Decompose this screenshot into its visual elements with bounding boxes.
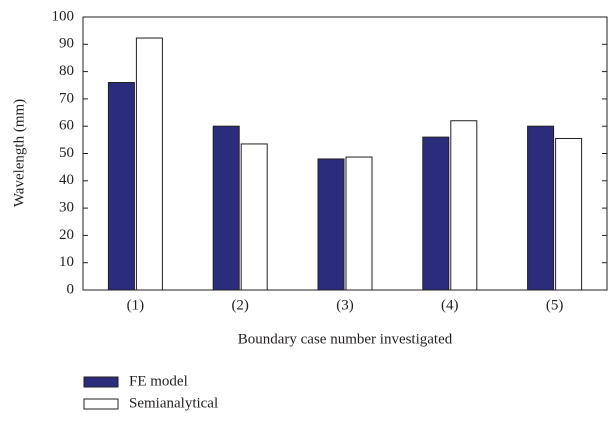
legend-label: FE model — [129, 373, 188, 389]
bar — [527, 125, 555, 291]
bar — [240, 143, 268, 291]
x-axis-label: Boundary case number investigated — [238, 331, 453, 347]
x-tick-label: (2) — [231, 297, 249, 313]
y-tick-label: 90 — [59, 36, 74, 52]
y-tick-label: 10 — [59, 254, 74, 270]
y-tick-label: 100 — [52, 8, 75, 24]
bar — [317, 158, 345, 291]
legend-label: Semianalytical — [129, 395, 218, 411]
y-tick-label: 70 — [59, 90, 74, 106]
legend-swatch — [83, 398, 119, 410]
x-tick-label: (5) — [546, 297, 564, 313]
bar — [135, 37, 163, 291]
y-tick-label: 40 — [59, 172, 74, 188]
bar — [212, 125, 240, 291]
bar — [107, 82, 135, 291]
y-tick-label: 20 — [59, 227, 74, 243]
bar — [422, 136, 450, 291]
legend-swatch — [83, 376, 119, 388]
bar — [345, 156, 373, 291]
y-tick-label: 0 — [67, 281, 75, 297]
x-tick-label: (3) — [336, 297, 354, 313]
y-tick-label: 80 — [59, 63, 74, 79]
y-tick-label: 50 — [59, 145, 74, 161]
bar — [555, 137, 583, 291]
y-tick-label: 30 — [59, 200, 74, 216]
x-tick-label: (4) — [441, 297, 459, 313]
y-tick-label: 60 — [59, 118, 74, 134]
bar — [450, 120, 478, 291]
y-axis-label: Wavelength (mm) — [11, 99, 27, 207]
x-tick-label: (1) — [127, 297, 145, 313]
plot-frame — [82, 16, 608, 291]
